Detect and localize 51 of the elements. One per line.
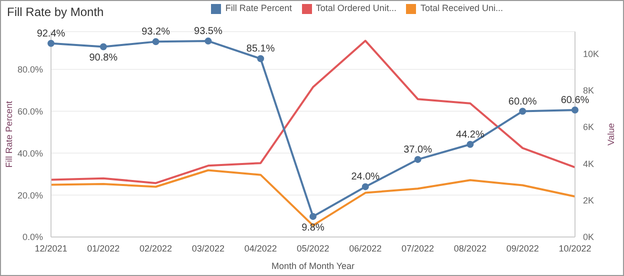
y-tick-label: 60.0% <box>17 106 43 116</box>
point <box>310 212 316 220</box>
data-label: 93.5% <box>194 26 222 38</box>
point <box>572 106 578 114</box>
x-tick-label: 12/2021 <box>34 243 68 254</box>
data-label: 37.0% <box>404 144 432 156</box>
x-axis-title: Month of Month Year <box>271 261 355 271</box>
x-tick-label: 09/2022 <box>506 243 539 254</box>
data-label: 44.2% <box>456 129 484 140</box>
point <box>100 43 107 50</box>
y2-tick-label: 10K <box>583 48 600 59</box>
point <box>466 140 474 148</box>
data-label: 60.6% <box>560 95 590 106</box>
x-tick-label: 02/2022 <box>140 243 172 254</box>
chart-title: Fill Rate by Month <box>7 5 104 19</box>
x-tick-label: 06/2022 <box>349 243 382 254</box>
y-tick-label: 80.0% <box>17 64 43 75</box>
x-tick-label: 08/2022 <box>454 243 486 254</box>
legend-label: Total Ordered Unit... <box>316 3 396 13</box>
data-label: 90.8% <box>89 52 118 64</box>
point <box>48 40 54 47</box>
x-tick-label: 04/2022 <box>244 243 277 254</box>
y-tick-label: 40.0% <box>17 148 43 158</box>
y2-tick-label: 0K <box>583 232 594 242</box>
y2-tick-label: 6K <box>583 122 594 132</box>
x-tick-label: 01/2022 <box>87 243 120 254</box>
data-label: 92.4% <box>36 28 66 40</box>
legend-label: Total Received Uni... <box>420 3 503 13</box>
data-label: 24.0% <box>351 172 380 183</box>
point <box>152 38 160 46</box>
data-label: 85.1% <box>246 44 275 55</box>
point <box>414 156 422 163</box>
point <box>204 38 212 45</box>
y-tick-label: 20.0% <box>17 190 43 200</box>
y-axis-title: Fill Rate Percent <box>4 100 14 168</box>
x-tick-label: 03/2022 <box>192 243 224 254</box>
data-label: 60.0% <box>508 96 537 108</box>
data-label: 9.8% <box>302 222 325 234</box>
x-tick-label: 05/2022 <box>296 243 330 254</box>
point <box>362 183 369 190</box>
y2-tick-label: 2K <box>583 196 594 206</box>
x-tick-label: 07/2022 <box>402 243 434 254</box>
point <box>257 55 264 62</box>
y2-tick-label: 4K <box>583 158 594 169</box>
point <box>519 108 526 115</box>
y2-tick-label: 8K <box>583 86 594 96</box>
y-tick-label: 0.0% <box>22 232 43 242</box>
x-tick-label: 10/2022 <box>558 243 592 254</box>
y2-axis-title: Value <box>606 123 616 146</box>
data-label: 93.2% <box>142 26 170 38</box>
legend-label: Fill Rate Percent <box>225 3 292 13</box>
